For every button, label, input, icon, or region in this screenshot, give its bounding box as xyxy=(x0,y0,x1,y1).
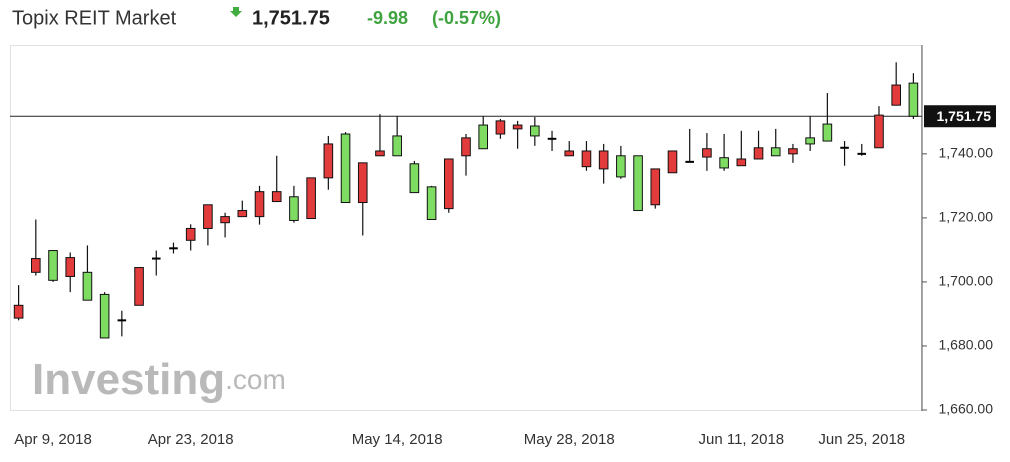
candle-body xyxy=(31,258,41,273)
candle-body xyxy=(478,124,489,150)
candle-body xyxy=(822,123,833,142)
candle-body xyxy=(271,191,282,203)
candle-body xyxy=(616,155,626,178)
candle-body xyxy=(512,124,523,130)
x-tick-label: Jun 11, 2018 xyxy=(699,431,785,448)
watermark-brand: Investing xyxy=(32,355,225,404)
candle-body xyxy=(306,177,316,220)
y-tick-label: 1,700.00 xyxy=(939,273,994,289)
candle-body xyxy=(564,150,575,157)
candle-body xyxy=(719,157,729,169)
y-tick-label: 1,720.00 xyxy=(939,209,994,225)
candle-body xyxy=(185,227,196,241)
candle-body xyxy=(375,150,385,157)
candle-body xyxy=(82,271,93,301)
x-tick-label: Apr 23, 2018 xyxy=(148,431,234,448)
candle-body xyxy=(650,168,661,206)
candle-body xyxy=(13,304,24,319)
candle-body xyxy=(461,137,471,157)
candle-body xyxy=(443,158,454,210)
candle-body xyxy=(134,267,144,306)
price-tag-label: 1,751.75 xyxy=(937,108,992,124)
y-tick-label: 1,680.00 xyxy=(939,337,994,353)
candle-body xyxy=(805,137,815,145)
chart-title: Topix REIT Market xyxy=(12,7,177,29)
candle-body xyxy=(770,147,781,157)
candle-body xyxy=(581,150,592,168)
x-tick-label: May 14, 2018 xyxy=(352,431,443,448)
candle-body xyxy=(254,191,265,218)
candle-body xyxy=(598,150,609,170)
direction-arrow xyxy=(230,7,242,17)
candle-body xyxy=(788,148,798,155)
candle-body xyxy=(409,163,420,194)
candle-body xyxy=(357,162,368,204)
candle-body xyxy=(65,257,76,277)
candle-body xyxy=(203,204,213,229)
x-tick-label: May 28, 2018 xyxy=(524,431,615,448)
candle-body xyxy=(891,84,901,106)
header-price: 1,751.75 xyxy=(252,7,330,29)
candle-body xyxy=(495,120,506,135)
y-tick-label: 1,660.00 xyxy=(939,401,994,417)
x-tick-label: Jun 25, 2018 xyxy=(818,431,905,448)
y-tick-label: 1,740.00 xyxy=(939,145,994,161)
candle-body xyxy=(392,135,402,157)
candle-body xyxy=(908,82,919,117)
header-change-pct: (-0.57%) xyxy=(432,8,501,28)
candle-body xyxy=(736,158,747,167)
price-tag xyxy=(924,105,996,128)
candle-body xyxy=(237,210,248,218)
candle-body xyxy=(667,150,678,174)
candle-body xyxy=(530,125,540,137)
candle-body xyxy=(340,133,351,204)
candle-body xyxy=(633,155,643,212)
header-change: -9.98 xyxy=(367,8,408,28)
candle-body xyxy=(753,147,764,160)
watermark-suffix: .com xyxy=(225,364,286,395)
candle-body xyxy=(323,143,334,179)
candle-body xyxy=(220,216,230,224)
candle-body xyxy=(426,186,437,220)
candle-body xyxy=(874,114,884,149)
watermark: Investing.com xyxy=(32,355,286,404)
candle-body xyxy=(48,250,58,281)
candle-body xyxy=(702,148,712,158)
candle-body xyxy=(289,196,299,221)
candle-body xyxy=(99,293,110,339)
x-tick-label: Apr 9, 2018 xyxy=(14,431,92,448)
